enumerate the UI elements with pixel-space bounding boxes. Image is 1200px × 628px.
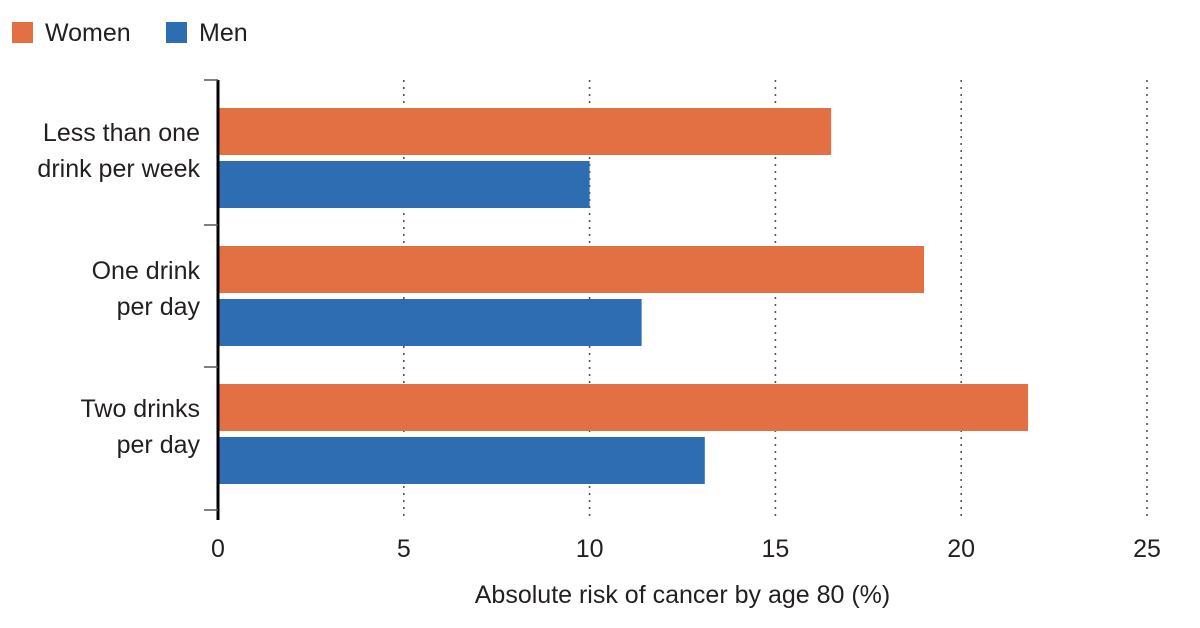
bar-women-3 [218,384,1029,431]
legend-swatch-men [166,22,187,43]
x-tick-label-25: 25 [1133,535,1161,563]
category-label-1-line-2: drink per week [37,155,200,183]
x-tick-label-5: 5 [397,535,411,563]
legend-label-men: Men [199,19,248,47]
category-label-1-line-1: Less than one [43,119,200,147]
bar-women-1 [218,108,832,155]
x-tick-label-0: 0 [211,535,225,563]
category-labels: Less than one drink per week One drink per … [37,119,200,459]
x-axis: 0 5 10 15 20 25 [204,79,1161,563]
x-tick-label-15: 15 [761,535,789,563]
legend-label-women: Women [45,19,131,47]
category-label-3-line-1: Two drinks [81,395,200,423]
bars [218,108,1029,484]
bar-women-2 [218,246,925,293]
bar-men-2 [218,299,642,346]
category-label-2-line-1: One drink [92,257,201,285]
x-axis-title: Absolute risk of cancer by age 80 (%) [475,581,890,609]
legend-swatch-women [12,22,33,43]
bar-men-3 [218,437,705,484]
legend: Women Men [12,19,248,47]
x-tick-label-10: 10 [576,535,604,563]
x-tick-label-20: 20 [947,535,975,563]
bar-men-1 [218,161,590,208]
category-label-3-line-2: per day [117,431,201,459]
category-label-2-line-2: per day [117,293,201,321]
